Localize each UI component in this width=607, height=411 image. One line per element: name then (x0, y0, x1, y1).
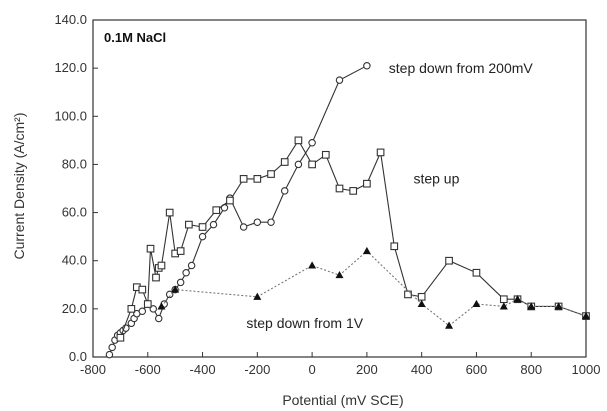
annotation-label: step up (413, 171, 459, 187)
data-point-triangle (582, 311, 590, 320)
data-point-triangle (472, 299, 481, 308)
data-point-circle (335, 76, 344, 84)
data-point-square (417, 292, 426, 301)
y-tick-label: 100.0 (54, 108, 87, 123)
data-point-triangle (554, 302, 563, 310)
data-point-circle (239, 223, 248, 231)
data-point-triangle (499, 302, 508, 310)
data-point-circle (149, 305, 158, 313)
data-point-triangle (527, 302, 536, 310)
data-point-square (390, 242, 399, 251)
data-point-square (472, 268, 481, 277)
data-point-triangle (417, 299, 426, 308)
plot-frame (92, 19, 587, 358)
data-point-square (176, 247, 185, 255)
series-line (161, 250, 587, 327)
data-point-circle (187, 261, 196, 270)
data-point-square (499, 295, 508, 304)
data-point-square (152, 273, 160, 282)
data-point-square (143, 300, 152, 308)
x-tick-label: 0 (308, 362, 315, 377)
data-point-triangle (157, 302, 166, 310)
data-point-square (212, 206, 221, 215)
data-point-square (280, 158, 289, 166)
x-tick-label: 800 (520, 362, 542, 377)
data-point-circle (280, 187, 289, 195)
data-point-square (335, 184, 344, 193)
annotation-label: step down from 1V (246, 315, 363, 331)
x-tick-label: -600 (135, 362, 161, 377)
x-tick-label: 1000 (572, 362, 601, 377)
y-tick-label: 140.0 (54, 12, 87, 27)
data-point-square (308, 160, 316, 169)
series-3 (157, 246, 590, 329)
plot-border (92, 19, 587, 358)
data-point-triangle (171, 285, 180, 293)
data-point-square (165, 208, 174, 217)
data-point-circle (209, 220, 218, 229)
x-tick-label: 600 (466, 362, 488, 377)
series-line (119, 139, 587, 338)
x-tick-label: -200 (244, 362, 270, 377)
y-tick-label: 20.0 (62, 301, 87, 316)
y-tick-label: 40.0 (62, 253, 87, 268)
data-point-square (198, 223, 207, 231)
data-point-circle (154, 314, 163, 323)
y-axis-title: Current Density (A/cm²) (11, 112, 27, 259)
x-tick-label: 400 (411, 362, 433, 377)
data-point-triangle (362, 246, 371, 255)
data-point-square (349, 187, 358, 195)
y-tick-label: 80.0 (62, 156, 87, 171)
data-point-triangle (513, 295, 522, 303)
data-point-square (376, 148, 385, 157)
data-point-square (138, 285, 147, 294)
data-point-triangle (253, 292, 262, 300)
data-point-square (404, 290, 412, 299)
data-point-circle (253, 218, 262, 226)
data-point-circle (267, 218, 275, 226)
data-point-circle (138, 307, 147, 316)
series-line (108, 65, 368, 355)
data-point-circle (108, 343, 116, 352)
data-point-circle (182, 268, 190, 277)
panel-label: 0.1M NaCl (104, 30, 166, 45)
data-point-triangle (308, 261, 317, 269)
series-2 (116, 136, 590, 342)
x-axis-title: Potential (mV SCE) (282, 392, 403, 408)
data-point-square (363, 179, 371, 188)
y-tick-label: 120.0 (54, 60, 87, 75)
data-point-square (185, 220, 193, 229)
data-point-square (146, 244, 155, 253)
y-tick-label: 60.0 (62, 205, 87, 220)
data-point-triangle (445, 321, 454, 329)
data-point-circle (176, 278, 185, 287)
data-point-square (239, 175, 248, 183)
data-point-square (445, 256, 453, 265)
data-point-circle (294, 160, 303, 169)
data-point-square (116, 333, 125, 342)
data-point-square (253, 175, 262, 183)
x-tick-label: 200 (356, 362, 378, 377)
annotation-label: step down from 200mV (389, 60, 534, 76)
x-tick-label: -400 (190, 362, 216, 377)
annotations: step down from 200mV step up step down fro… (246, 60, 533, 331)
data-point-circle (198, 232, 207, 241)
axes: -800 -600 -400 -200 0 200 400 600 800 1000 0.0 20.0… (54, 12, 600, 377)
data-point-square (321, 150, 330, 159)
x-tick-label: -800 (80, 362, 106, 377)
data-point-circle (363, 61, 371, 70)
data-point-circle (308, 139, 316, 147)
data-point-triangle (335, 270, 344, 279)
data-point-circle (165, 290, 174, 299)
data-point-square (226, 196, 234, 205)
y-tick-label: 0.0 (69, 349, 87, 364)
series-layer (105, 61, 590, 359)
data-point-circle (105, 350, 114, 359)
series-1 (105, 61, 371, 359)
data-point-square (294, 136, 303, 145)
data-point-square (157, 261, 166, 270)
data-point-square (127, 305, 136, 313)
data-point-square (267, 170, 275, 178)
